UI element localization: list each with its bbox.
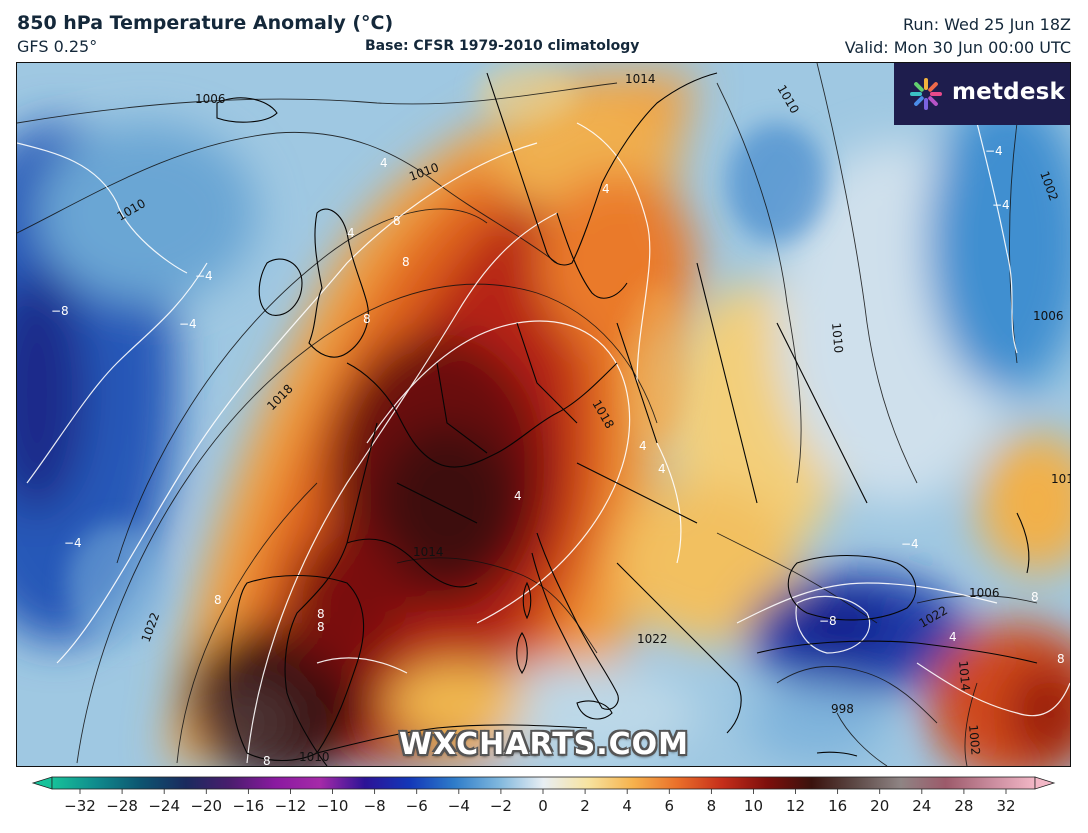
isobar-label: 998 — [831, 702, 854, 716]
anomaly-map[interactable]: 1006 1014 1010 1002 1010 1010 1006 1018 … — [16, 62, 1071, 767]
isobar-label: 1022 — [637, 632, 668, 646]
colorbar-low-arrow — [31, 776, 53, 790]
anomaly-label: 8 — [214, 593, 222, 607]
anomaly-label: 8 — [1057, 652, 1065, 666]
colorbar-tick-label: −8 — [363, 797, 386, 815]
isobar-label: 1010 — [829, 322, 846, 354]
anomaly-label: 8 — [402, 255, 410, 269]
metdesk-flower-icon — [910, 78, 942, 110]
anomaly-label: 4 — [949, 630, 957, 644]
colorbar-tick-label: 0 — [538, 797, 548, 815]
colorbar-tick-label: −12 — [274, 797, 307, 815]
colorbar-tick-label: −16 — [232, 797, 265, 815]
colorbar — [31, 776, 1056, 794]
metdesk-logo: metdesk — [894, 63, 1070, 125]
colorbar-ticks — [79, 789, 1007, 794]
wxcharts-watermark: WXCHARTS.COM — [398, 727, 690, 762]
colorbar-tick-label: 24 — [912, 797, 932, 815]
isobar-label: 1002 — [966, 724, 983, 756]
anomaly-label: 4 — [658, 462, 666, 476]
colorbar-tick-label: 8 — [706, 797, 717, 815]
anomaly-label: 8 — [263, 754, 271, 766]
colorbar-tick-label: 2 — [580, 797, 590, 815]
colorbar-high-arrow — [1034, 776, 1056, 790]
anomaly-contours — [17, 122, 1070, 764]
run-time-label: Run: Wed 25 Jun 18Z — [903, 15, 1071, 34]
map-canvas: 1006 1014 1010 1002 1010 1010 1006 1018 … — [17, 63, 1070, 766]
anomaly-labels: 4 4 8 8 8 −4 −8 −4 −4 4 4 4 4 8 8 8 −4 −… — [51, 144, 1065, 766]
header: 850 hPa Temperature Anomaly (°C) GFS 0.2… — [0, 0, 1088, 62]
anomaly-label: −8 — [51, 304, 69, 318]
colorbar-tick-label: 12 — [785, 797, 806, 815]
anomaly-label: −4 — [992, 198, 1010, 212]
colorbar-tick-label: 6 — [664, 797, 675, 815]
isobar-label: 1014 — [956, 660, 973, 692]
anomaly-label: 4 — [639, 439, 647, 453]
anomaly-label: 4 — [380, 156, 388, 170]
colorbar-tick-label: −2 — [489, 797, 512, 815]
colorbar-tick-label: −4 — [447, 797, 470, 815]
anomaly-label: 8 — [317, 607, 325, 621]
anomaly-label: 8 — [1031, 590, 1039, 604]
anomaly-field — [17, 73, 1070, 766]
anomaly-label: −4 — [901, 537, 919, 551]
isobar-label: 1006 — [195, 92, 226, 106]
isobar-label: 1010 — [299, 750, 330, 764]
anomaly-label: −4 — [179, 317, 197, 331]
isobar-label: 1014 — [413, 545, 444, 559]
anomaly-label: 8 — [363, 312, 371, 326]
colorbar-tick-label: 32 — [996, 797, 1016, 815]
anomaly-label: −4 — [195, 269, 213, 283]
colorbar-tick-label: −32 — [64, 797, 96, 815]
isobar-label: 1006 — [969, 586, 1000, 600]
anomaly-label: −8 — [819, 614, 837, 628]
colorbar-tick-label: 16 — [828, 797, 848, 815]
chart-title: 850 hPa Temperature Anomaly (°C) — [17, 12, 394, 34]
isobar-label: 1014 — [625, 72, 656, 86]
climatology-base-label: Base: CFSR 1979-2010 climatology — [365, 38, 640, 54]
coastlines — [216, 72, 1038, 766]
colorbar-tick-label: 20 — [870, 797, 890, 815]
model-label: GFS 0.25° — [17, 37, 98, 56]
colorbar-tick-label: −20 — [190, 797, 223, 815]
colorbar-tick-label: −28 — [106, 797, 138, 815]
colorbar-strip — [51, 776, 1036, 790]
anomaly-label: 8 — [317, 620, 325, 634]
anomaly-label: 8 — [393, 214, 401, 228]
anomaly-label: 4 — [602, 182, 610, 196]
colorbar-tick-labels: −32 −28 −24 −20 −16 −12 −10 −8 −6 −4 −2 0 2 4 6 8 10 12 16… — [0, 797, 1088, 817]
colorbar-tick-label: −6 — [405, 797, 428, 815]
isobar-label: 1010 — [1051, 472, 1070, 486]
colorbar-tick-label: 4 — [622, 797, 632, 815]
isobar-label: 1006 — [1033, 309, 1064, 323]
colorbar-tick-label: −24 — [148, 797, 180, 815]
valid-time-label: Valid: Mon 30 Jun 00:00 UTC — [844, 38, 1071, 57]
anomaly-label: −4 — [64, 536, 82, 550]
colorbar-tick-label: 10 — [743, 797, 763, 815]
anomaly-label: −4 — [985, 144, 1003, 158]
anomaly-label: 4 — [347, 226, 355, 240]
metdesk-logo-text: metdesk — [952, 79, 1066, 105]
colorbar-tick-label: −10 — [316, 797, 349, 815]
colorbar-tick-label: 28 — [954, 797, 974, 815]
anomaly-label: 4 — [514, 489, 522, 503]
